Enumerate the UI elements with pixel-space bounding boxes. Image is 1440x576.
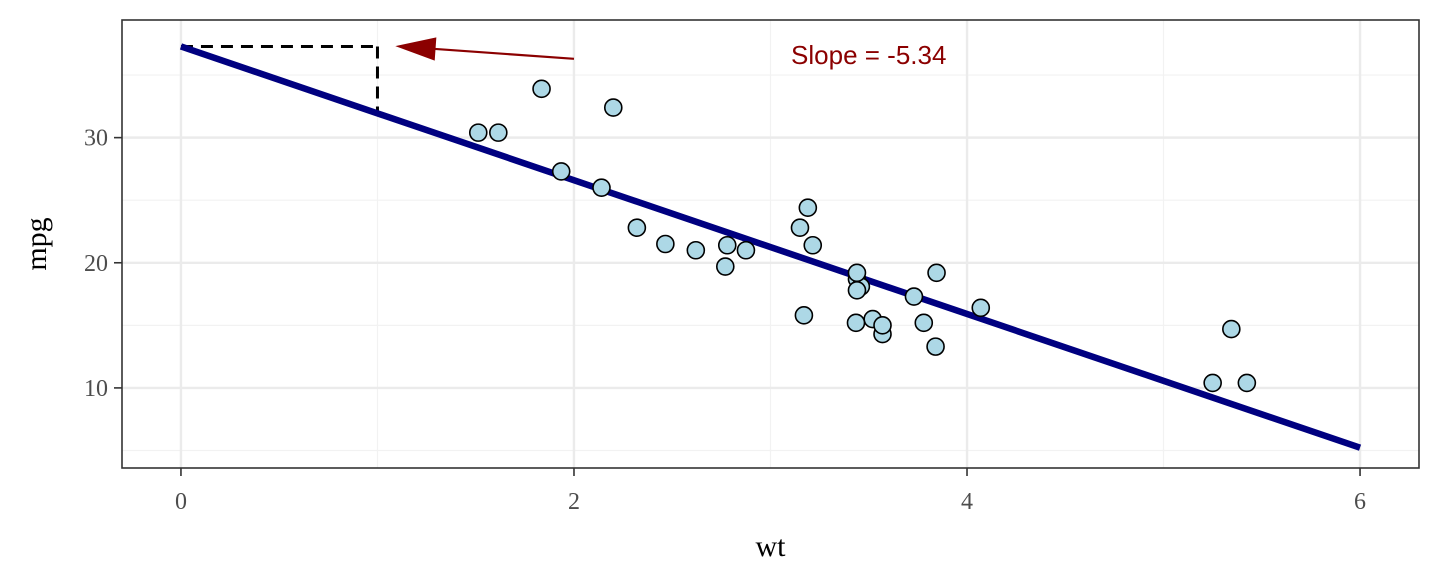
x-tick-label: 2 xyxy=(568,489,580,515)
annotation-arrow-shaft xyxy=(434,47,575,60)
data-point xyxy=(873,316,892,335)
y-tick-label: 20 xyxy=(84,251,108,277)
data-point xyxy=(847,281,867,300)
data-point xyxy=(803,235,823,255)
slope-annotation: Slope = -5.34 xyxy=(791,40,946,70)
data-point xyxy=(468,123,488,142)
data-point xyxy=(790,218,810,238)
x-axis-ticks: 0 2 4 6 xyxy=(175,468,1366,515)
data-point xyxy=(592,178,611,197)
data-point xyxy=(489,123,508,142)
y-axis-ticks: 10 20 30 xyxy=(84,126,122,402)
data-point xyxy=(686,240,706,260)
data-point xyxy=(736,240,756,260)
panel-border xyxy=(121,19,1420,469)
x-axis-title: wt xyxy=(756,530,787,563)
data-point xyxy=(656,234,675,254)
data-point xyxy=(846,313,866,333)
data-point xyxy=(1237,373,1257,393)
data-point xyxy=(532,79,551,99)
y-tick-label: 30 xyxy=(84,126,108,152)
minor-grid xyxy=(122,20,1419,468)
y-axis-title: mpg xyxy=(20,217,53,270)
annotation-layer: Slope = -5.34 xyxy=(395,37,946,70)
data-point xyxy=(716,257,735,276)
data-point xyxy=(971,298,991,318)
slope-guide xyxy=(180,44,379,114)
data-points xyxy=(468,79,1257,393)
data-point xyxy=(1203,373,1222,393)
data-point xyxy=(603,98,623,117)
regression-line xyxy=(179,43,1362,451)
annotation-arrow-head xyxy=(395,37,437,61)
regression-layer xyxy=(179,43,1362,451)
data-point xyxy=(798,198,818,218)
data-point xyxy=(551,162,571,181)
major-grid xyxy=(122,20,1419,468)
y-tick-label: 10 xyxy=(84,376,108,402)
data-point xyxy=(904,287,924,306)
data-point xyxy=(927,263,946,283)
data-point xyxy=(926,337,945,356)
data-point xyxy=(627,218,647,238)
data-point xyxy=(1222,319,1241,339)
x-tick-label: 0 xyxy=(175,489,187,515)
data-point xyxy=(794,306,814,325)
data-point xyxy=(717,235,737,255)
x-tick-label: 6 xyxy=(1354,489,1366,515)
data-point xyxy=(914,313,934,333)
data-point xyxy=(847,263,867,283)
x-tick-label: 4 xyxy=(961,489,973,515)
